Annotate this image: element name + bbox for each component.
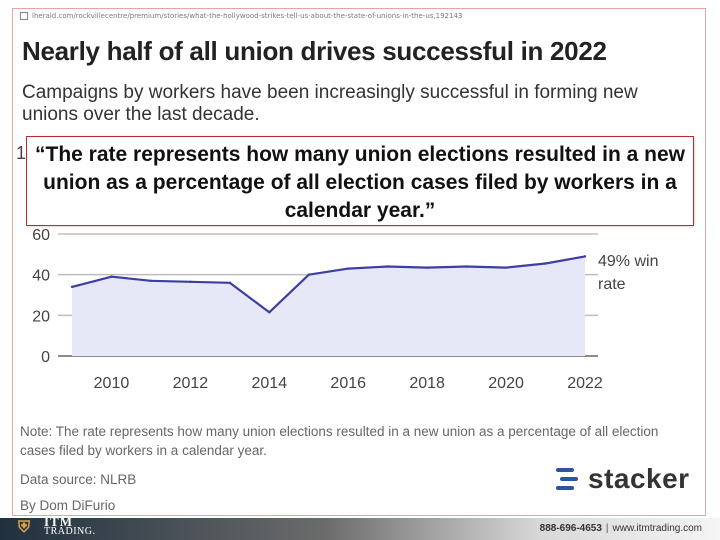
data-point-2010: [110, 275, 113, 278]
y-tick-label-60: 60: [32, 227, 50, 244]
chart-note: Note: The rate represents how many union…: [20, 424, 659, 458]
hidden-label-fragment: 1: [16, 143, 27, 163]
series-line: [71, 255, 586, 314]
data-point-2017: [386, 265, 389, 268]
chart-title: Nearly half of all union drives successf…: [22, 36, 607, 66]
byline: By Dom DiFurio: [20, 498, 116, 513]
page-icon: [20, 12, 28, 20]
win-rate-annotation-line1: 49% win: [598, 253, 658, 270]
data-point-2011: [149, 279, 153, 282]
contact-info: 888-696-4653 | www.itmtrading.com: [540, 523, 702, 534]
logo-wordmark-top: ITM: [44, 514, 73, 529]
article-screenshot-frame: [12, 8, 706, 516]
x-tick-label-2018: 2018: [409, 375, 445, 392]
quote-callout: “The rate represents how many union elec…: [26, 136, 694, 226]
data-source: Data source: NLRB: [20, 472, 137, 487]
url-text: lherald.com/rockvillecentre/premium/stor…: [32, 12, 463, 20]
website-link[interactable]: www.itmtrading.com: [612, 523, 702, 534]
phone-number[interactable]: 888-696-4653: [539, 523, 602, 534]
x-tick-label-2022: 2022: [567, 375, 603, 392]
data-point-2021: [544, 262, 547, 265]
x-tick-label-2020: 2020: [488, 375, 524, 392]
y-tick-label-20: 20: [32, 308, 50, 325]
data-point-2013: [228, 281, 232, 284]
x-tick-label-2014: 2014: [252, 375, 288, 392]
data-point-2018: [425, 266, 429, 269]
data-point-2014: [268, 311, 271, 314]
stacker-logo: stacker: [556, 462, 690, 496]
contact-separator: |: [605, 523, 609, 534]
data-point-2016: [347, 267, 350, 270]
data-point-2022: [583, 255, 587, 258]
itm-crest-icon: ⛨: [18, 519, 31, 536]
data-point-2009: [70, 285, 74, 289]
y-tick-label-40: 40: [32, 268, 50, 285]
browser-url-bar: lherald.com/rockvillecentre/premium/stor…: [20, 12, 462, 20]
data-point-2020: [504, 266, 508, 269]
data-point-2015: [307, 273, 310, 276]
y-tick-label-0: 0: [41, 349, 50, 366]
footer-bar: [0, 518, 720, 540]
stacker-wordmark: stacker: [588, 463, 690, 494]
data-point-2012: [189, 280, 192, 283]
series-area: [72, 256, 585, 356]
chart-subtitle: Campaigns by workers have been increasin…: [22, 82, 638, 125]
itm-trading-logo: ⛨ ITM TRADING.: [18, 515, 98, 540]
x-tick-label-2010: 2010: [94, 375, 130, 392]
x-tick-label-2016: 2016: [330, 375, 366, 392]
win-rate-annotation-line2: rate: [598, 276, 626, 293]
x-tick-label-2012: 2012: [173, 375, 209, 392]
data-point-2019: [465, 265, 468, 268]
stacker-stack-icon: [556, 468, 580, 490]
logo-wordmark-bottom: TRADING.: [44, 526, 96, 537]
